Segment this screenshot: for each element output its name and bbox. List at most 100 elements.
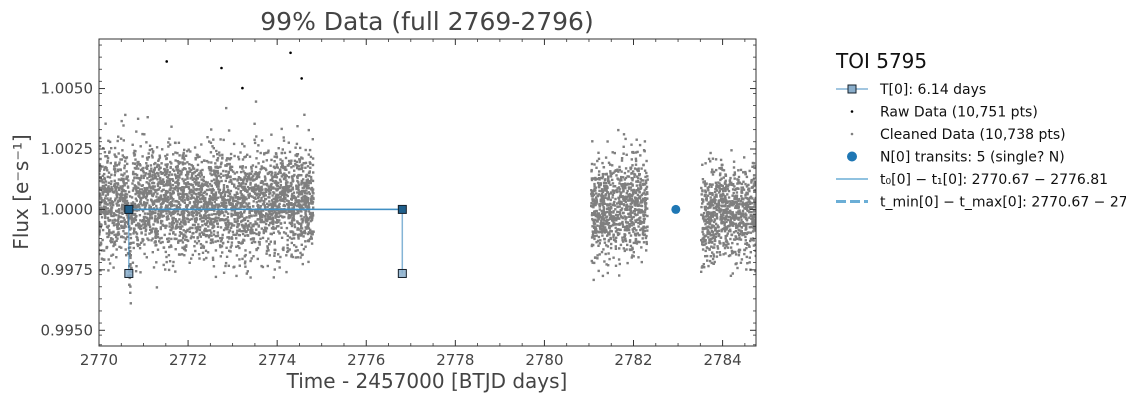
cleaned-data-point [138, 205, 141, 208]
cleaned-data-point [303, 202, 307, 206]
cleaned-data-point [312, 230, 315, 233]
cleaned-data-point [296, 220, 299, 223]
cleaned-data-point [288, 162, 291, 166]
cleaned-data-point [236, 229, 239, 232]
cleaned-data-point [265, 190, 268, 194]
cleaned-data-point [161, 240, 164, 244]
cleaned-data-point [164, 192, 167, 195]
cleaned-data-point [135, 199, 138, 202]
cleaned-data-point [625, 153, 628, 156]
cleaned-data-point [193, 240, 197, 243]
cleaned-data-point [115, 182, 118, 185]
cleaned-data-point [261, 265, 265, 269]
cleaned-data-point [712, 198, 715, 201]
cleaned-data-point [295, 200, 298, 204]
cleaned-data-point [216, 239, 220, 243]
cleaned-data-point [640, 260, 643, 264]
cleaned-data-point [262, 160, 265, 163]
cleaned-data-point [230, 165, 234, 169]
cleaned-data-point [183, 182, 186, 185]
cleaned-data-point [172, 187, 176, 190]
cleaned-data-point [736, 226, 739, 229]
cleaned-data-point [626, 182, 630, 186]
cleaned-data-point [606, 210, 609, 214]
cleaned-data-point [592, 198, 596, 201]
cleaned-data-point [165, 157, 168, 160]
cleaned-data-point [718, 182, 721, 185]
cleaned-data-point [242, 180, 245, 183]
cleaned-data-point [123, 196, 127, 199]
cleaned-data-point [227, 191, 231, 194]
cleaned-data-point [593, 237, 596, 241]
cleaned-data-point [620, 208, 623, 212]
cleaned-data-point [290, 197, 293, 200]
cleaned-data-point [637, 211, 640, 214]
cleaned-data-point [196, 227, 199, 230]
cleaned-data-point [596, 181, 600, 185]
cleaned-data-point [719, 178, 722, 182]
cleaned-data-point [618, 274, 621, 277]
cleaned-data-point [239, 211, 242, 214]
cleaned-data-point [216, 231, 219, 234]
cleaned-data-point [590, 168, 593, 172]
cleaned-data-point [307, 260, 310, 264]
cleaned-data-point [99, 209, 103, 212]
cleaned-data-point [272, 225, 275, 229]
cleaned-data-point [591, 234, 594, 237]
cleaned-data-point [643, 191, 646, 195]
cleaned-data-point [640, 199, 643, 202]
cleaned-data-point [189, 150, 192, 153]
cleaned-data-point [274, 212, 278, 216]
cleaned-data-point [749, 251, 752, 254]
cleaned-data-point [158, 237, 162, 240]
cleaned-data-point [745, 227, 748, 230]
cleaned-data-point [210, 184, 213, 188]
cleaned-data-point [108, 199, 112, 202]
cleaned-data-point [207, 216, 211, 219]
cleaned-data-point [307, 186, 310, 190]
cleaned-data-point [129, 233, 132, 236]
cleaned-data-point [744, 202, 748, 205]
cleaned-data-point [196, 203, 199, 207]
cleaned-data-point [264, 198, 267, 201]
cleaned-data-point [246, 203, 249, 207]
cleaned-data-point [164, 250, 167, 254]
cleaned-data-point [299, 209, 302, 213]
cleaned-data-point [278, 232, 281, 235]
cleaned-data-point [595, 234, 598, 237]
cleaned-data-point [214, 275, 218, 279]
cleaned-data-point [270, 174, 273, 177]
cleaned-data-point [305, 201, 309, 204]
cleaned-data-point [644, 205, 647, 209]
cleaned-data-point [158, 240, 161, 243]
cleaned-data-point [620, 200, 623, 204]
cleaned-data-point [301, 221, 304, 224]
cleaned-data-point [633, 173, 637, 176]
cleaned-data-point [141, 155, 144, 158]
cleaned-data-point [116, 227, 119, 230]
cleaned-data-point [207, 229, 210, 232]
cleaned-data-point [167, 198, 170, 201]
cleaned-data-point [728, 200, 732, 203]
cleaned-data-point [195, 195, 199, 198]
cleaned-data-point [136, 222, 140, 225]
cleaned-data-point [160, 162, 163, 165]
cleaned-data-point [180, 220, 183, 224]
cleaned-data-point [616, 202, 619, 205]
cleaned-data-point [268, 254, 271, 257]
cleaned-data-point [156, 163, 159, 166]
cleaned-data-point [750, 186, 754, 189]
cleaned-data-point [186, 197, 189, 201]
cleaned-data-point [122, 189, 125, 193]
cleaned-data-point [124, 192, 127, 196]
cleaned-data-point [117, 217, 120, 220]
cleaned-data-point [127, 179, 130, 182]
cleaned-data-point [176, 181, 179, 185]
cleaned-data-point [609, 192, 613, 195]
cleaned-data-point [122, 139, 125, 142]
cleaned-data-point [250, 230, 254, 233]
cleaned-data-point [287, 249, 290, 253]
cleaned-data-point [103, 172, 106, 176]
cleaned-data-point [613, 190, 616, 193]
cleaned-data-point [310, 232, 313, 235]
